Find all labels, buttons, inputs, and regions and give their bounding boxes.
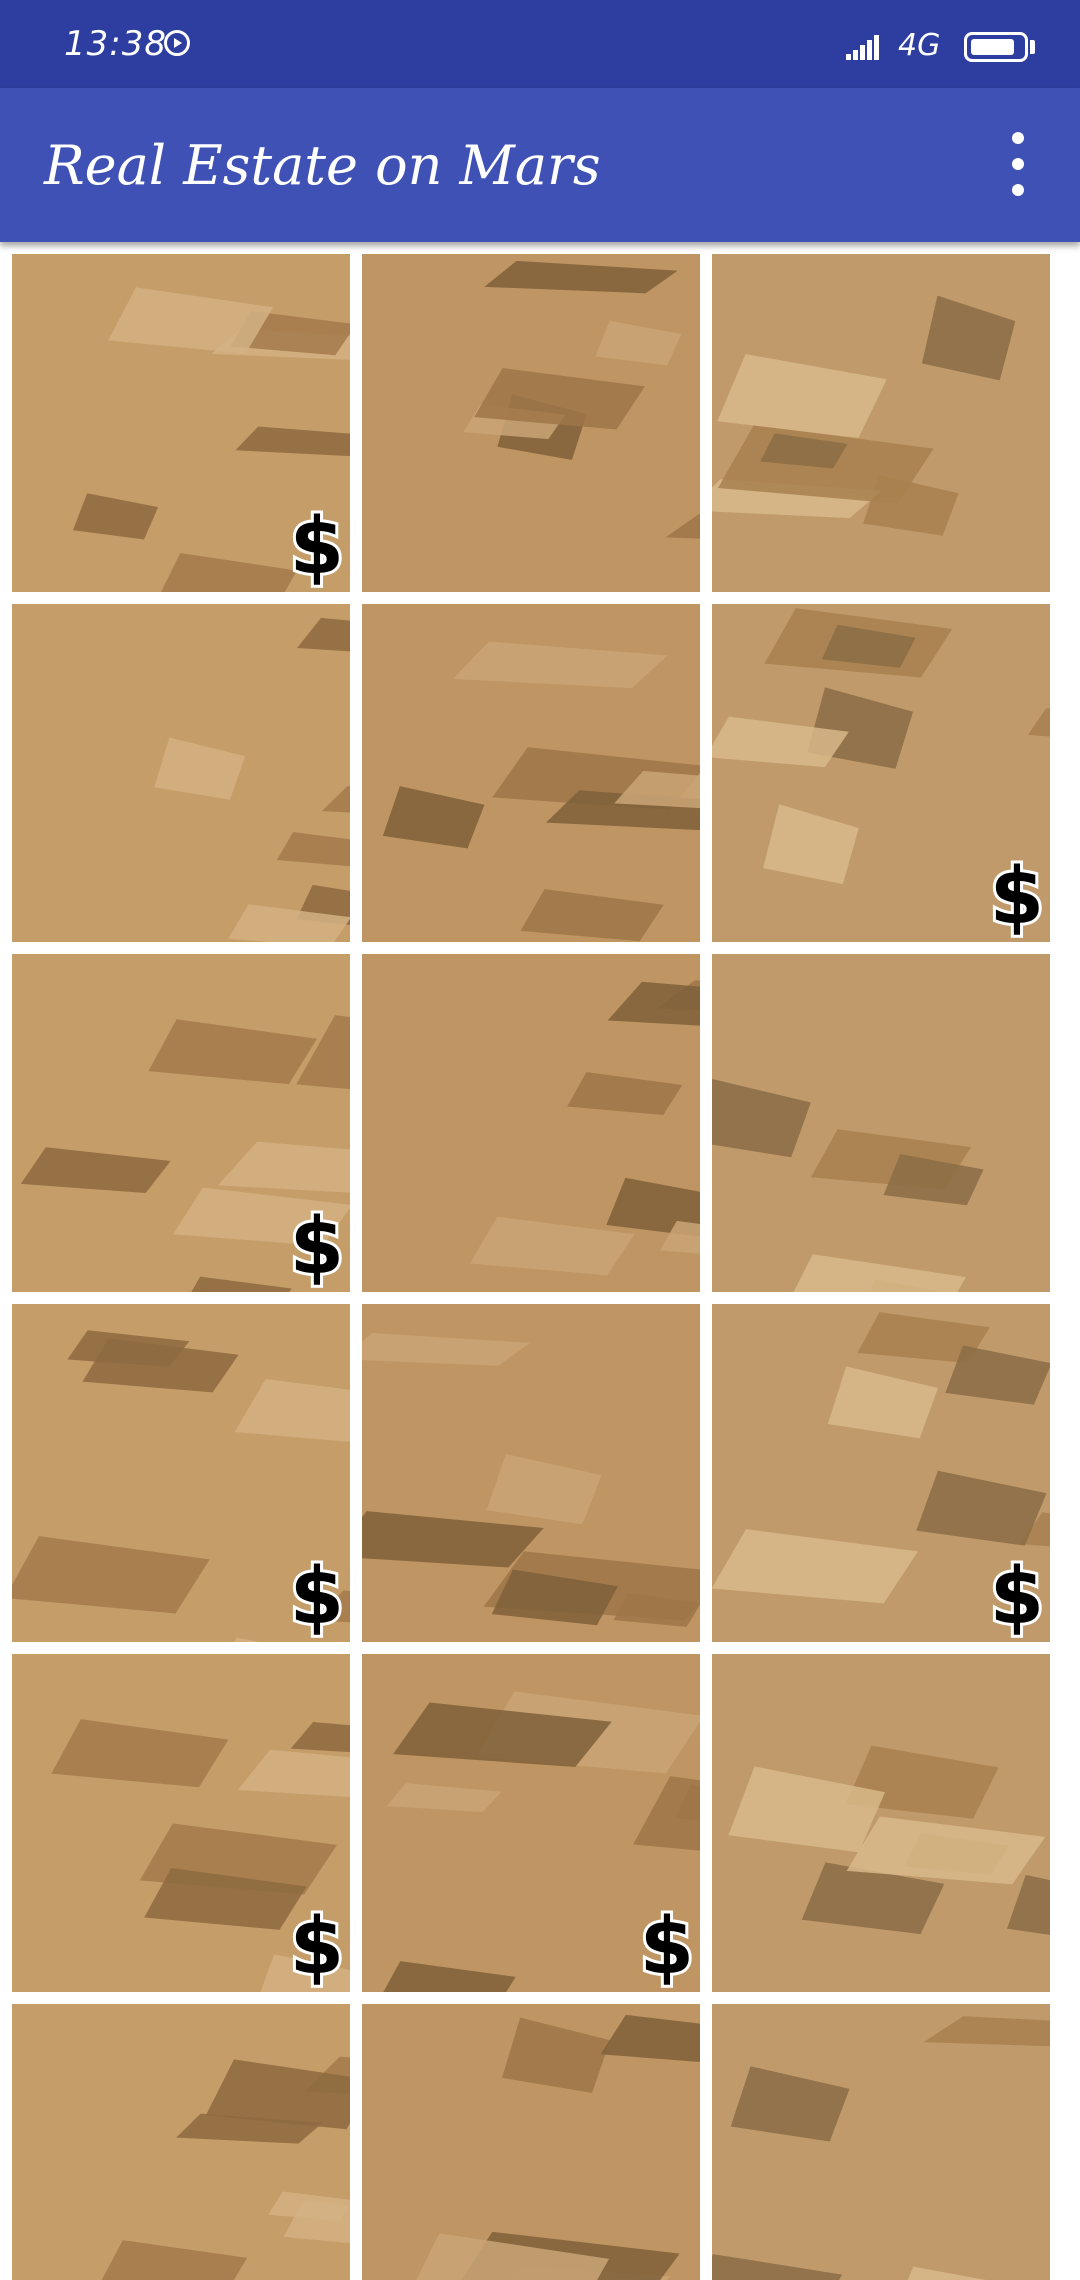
network-type-label: 4G: [898, 28, 941, 63]
for-sale-dollar-icon: $: [637, 1902, 697, 1992]
mars-terrain-image: [712, 954, 1050, 1292]
mars-terrain-image: [712, 604, 1050, 942]
mars-property-tile[interactable]: $: [712, 1304, 1050, 1642]
for-sale-dollar-icon: $: [287, 1552, 347, 1642]
for-sale-dollar-icon: $: [287, 1902, 347, 1992]
mars-property-tile[interactable]: [362, 1304, 700, 1642]
mars-terrain-image: [12, 1304, 350, 1642]
mars-property-tile[interactable]: $: [12, 954, 350, 1292]
mars-terrain-image: [362, 2004, 700, 2280]
mars-terrain-image: [12, 604, 350, 942]
mars-property-tile[interactable]: $: [12, 1304, 350, 1642]
more-vert-icon[interactable]: [1000, 132, 1040, 198]
mars-property-tile[interactable]: [712, 954, 1050, 1292]
mars-property-tile[interactable]: [712, 1654, 1050, 1992]
mars-terrain-image: [712, 1304, 1050, 1642]
mars-property-tile[interactable]: [362, 254, 700, 592]
for-sale-dollar-icon: $: [987, 1552, 1047, 1642]
status-time: 13:38: [64, 24, 167, 64]
mars-property-tile[interactable]: [12, 2004, 350, 2280]
for-sale-dollar-icon: $: [287, 1202, 347, 1292]
mars-terrain-image: [362, 254, 700, 592]
battery-level: [971, 39, 1014, 55]
listing-grid: $ $ $ $ $ $ $: [0, 242, 1080, 2280]
mars-property-tile[interactable]: $: [12, 1654, 350, 1992]
mars-property-tile[interactable]: [362, 604, 700, 942]
mars-terrain-image: [12, 2004, 350, 2280]
mars-property-tile[interactable]: [12, 604, 350, 942]
mars-terrain-image: [712, 1654, 1050, 1992]
mars-terrain-image: [362, 1654, 700, 1992]
mars-property-tile[interactable]: $: [362, 1654, 700, 1992]
mars-terrain-image: [362, 954, 700, 1292]
mars-terrain-image: [12, 254, 350, 592]
mars-terrain-image: [362, 1304, 700, 1642]
battery-tip: [1030, 40, 1035, 54]
status-bar: 13:38 4G: [0, 0, 1080, 88]
mars-terrain-image: [712, 2004, 1050, 2280]
mars-terrain-image: [712, 254, 1050, 592]
battery-icon: [964, 32, 1028, 62]
for-sale-dollar-icon: $: [987, 852, 1047, 942]
mars-property-tile[interactable]: [712, 254, 1050, 592]
mars-property-tile[interactable]: [712, 2004, 1050, 2280]
app-title: Real Estate on Mars: [44, 134, 601, 197]
mars-property-tile[interactable]: $: [712, 604, 1050, 942]
mars-property-tile[interactable]: $: [12, 254, 350, 592]
media-playing-icon: [164, 30, 190, 56]
for-sale-dollar-icon: $: [287, 502, 347, 592]
mars-terrain-image: [12, 1654, 350, 1992]
app-bar: Real Estate on Mars: [0, 88, 1080, 242]
signal-strength-icon: [846, 35, 879, 60]
mars-property-tile[interactable]: [362, 2004, 700, 2280]
mars-property-tile[interactable]: [362, 954, 700, 1292]
mars-terrain-image: [362, 604, 700, 942]
mars-terrain-image: [12, 954, 350, 1292]
